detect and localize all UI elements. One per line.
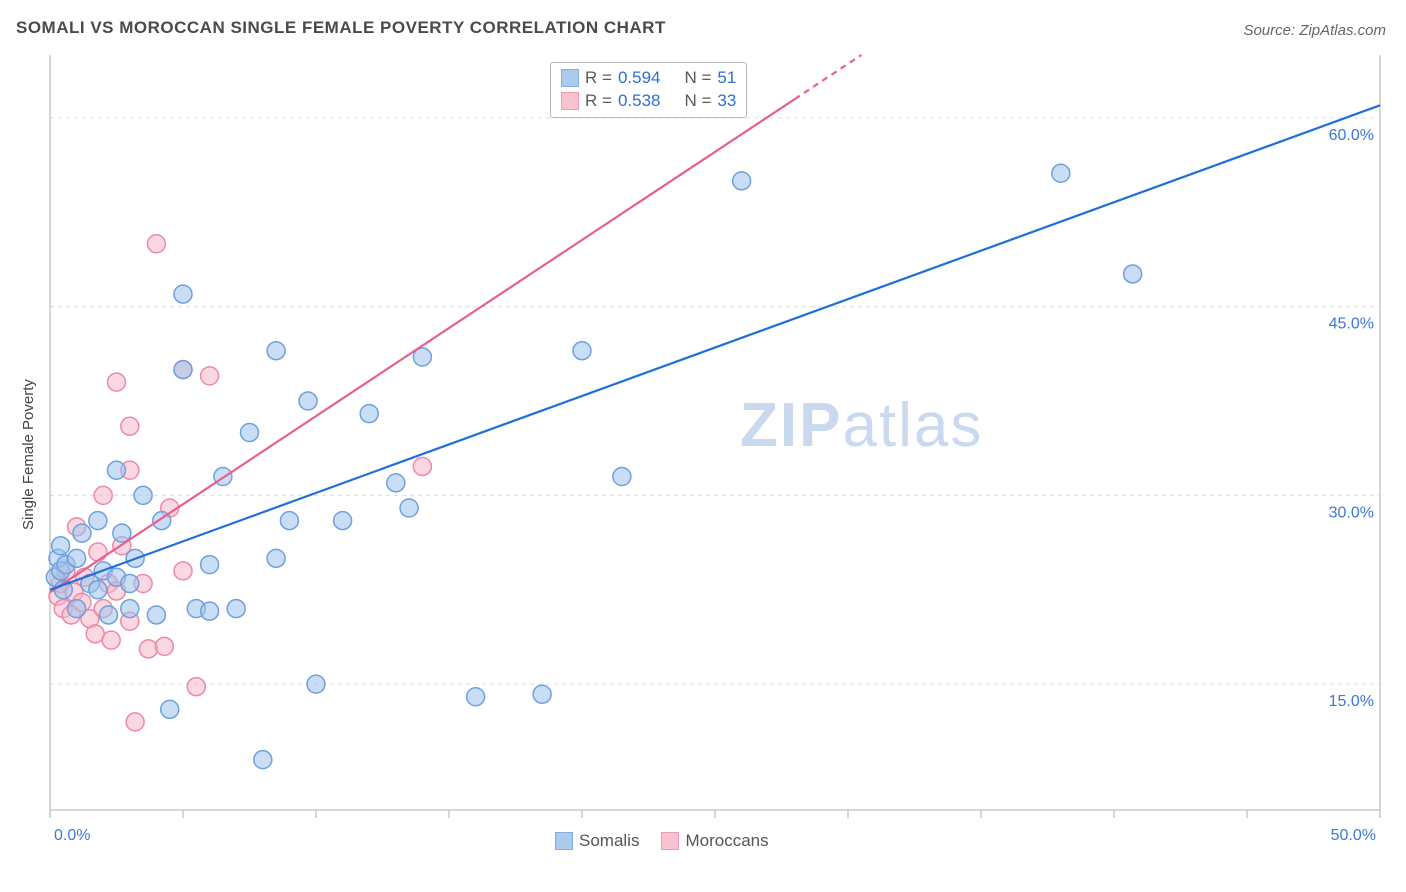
stats-r-moroccans: 0.538 <box>618 90 661 113</box>
stats-legend-row-moroccans: R = 0.538 N = 33 <box>561 90 736 113</box>
moroccans-legend-swatch-icon <box>661 832 679 850</box>
stats-n-somalis: 51 <box>717 67 736 90</box>
stats-r-prefix: R = <box>585 67 612 90</box>
somalis-legend-swatch-icon <box>555 832 573 850</box>
svg-text:45.0%: 45.0% <box>1329 316 1374 333</box>
series-legend: Somalis Moroccans <box>555 830 769 853</box>
stats-n-prefix: N = <box>684 67 711 90</box>
legend-label-moroccans: Moroccans <box>685 830 768 853</box>
svg-text:30.0%: 30.0% <box>1329 504 1374 521</box>
legend-item-moroccans: Moroccans <box>661 830 768 853</box>
svg-text:0.0%: 0.0% <box>54 827 90 844</box>
stats-legend-row-somalis: R = 0.594 N = 51 <box>561 67 736 90</box>
svg-text:50.0%: 50.0% <box>1331 827 1376 844</box>
stats-r-prefix-2: R = <box>585 90 612 113</box>
chart-container: SOMALI VS MOROCCAN SINGLE FEMALE POVERTY… <box>0 0 1406 892</box>
legend-item-somalis: Somalis <box>555 830 639 853</box>
svg-text:60.0%: 60.0% <box>1329 127 1374 144</box>
stats-n-prefix-2: N = <box>684 90 711 113</box>
chart-svg: 15.0% 30.0% 45.0% 60.0% 0.0% 50.0% <box>0 0 1406 892</box>
moroccans-swatch-icon <box>561 92 579 110</box>
stats-n-moroccans: 33 <box>717 90 736 113</box>
svg-text:15.0%: 15.0% <box>1329 693 1374 710</box>
stats-legend: R = 0.594 N = 51 R = 0.538 N = 33 <box>550 62 747 118</box>
stats-r-somalis: 0.594 <box>618 67 661 90</box>
somalis-swatch-icon <box>561 69 579 87</box>
legend-label-somalis: Somalis <box>579 830 639 853</box>
